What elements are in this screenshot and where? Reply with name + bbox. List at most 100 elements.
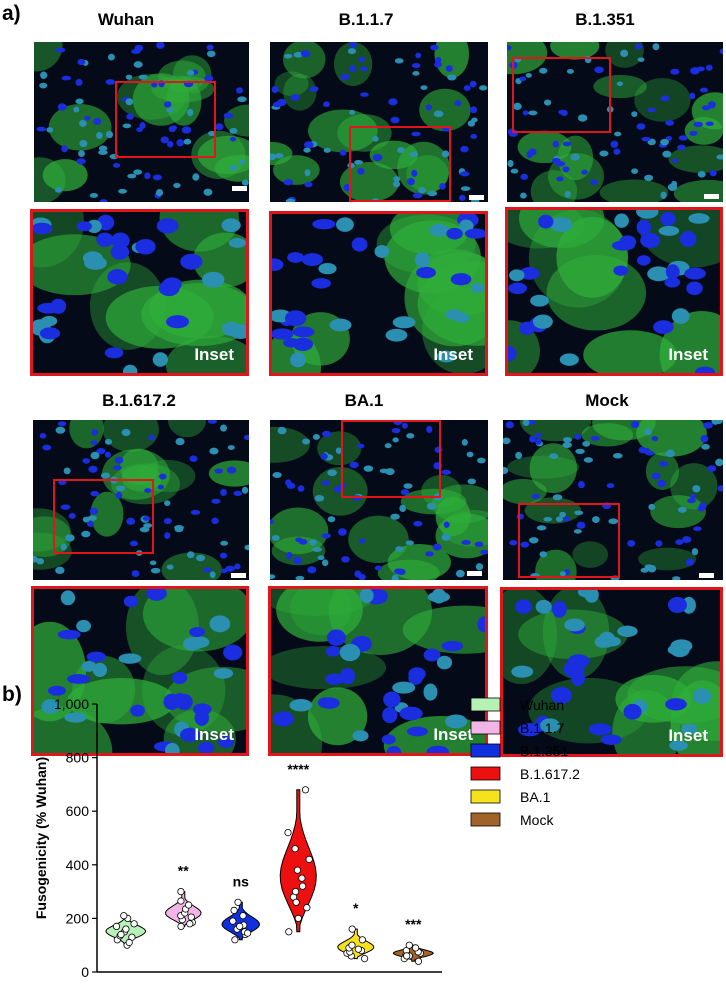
nucleus bbox=[130, 704, 145, 717]
nucleus bbox=[576, 521, 586, 529]
nucleus bbox=[644, 174, 654, 182]
nucleus bbox=[616, 81, 624, 87]
nucleus bbox=[426, 502, 437, 510]
nucleus bbox=[104, 347, 124, 359]
data-point bbox=[122, 925, 130, 933]
data-point bbox=[354, 945, 362, 953]
nucleus bbox=[243, 434, 249, 441]
nucleus bbox=[552, 600, 567, 618]
nucleus bbox=[115, 491, 123, 499]
nucleus bbox=[219, 552, 228, 559]
data-point bbox=[236, 922, 244, 930]
nucleus bbox=[50, 298, 67, 314]
nucleus bbox=[36, 126, 47, 132]
nucleus bbox=[559, 511, 566, 518]
data-point bbox=[130, 920, 138, 928]
cytoplasm-region bbox=[224, 104, 249, 137]
nucleus bbox=[272, 258, 284, 272]
nucleus bbox=[215, 123, 224, 131]
nucleus bbox=[114, 456, 124, 464]
nucleus bbox=[508, 282, 528, 295]
nucleus bbox=[559, 353, 579, 366]
cytoplasm-region bbox=[276, 589, 363, 642]
nucleus bbox=[152, 174, 162, 181]
nucleus bbox=[156, 42, 165, 49]
nucleus bbox=[360, 66, 369, 72]
nucleus bbox=[582, 440, 591, 447]
nucleus bbox=[86, 521, 95, 527]
nucleus bbox=[604, 636, 621, 647]
nucleus bbox=[573, 529, 582, 534]
nucleus bbox=[705, 64, 713, 71]
nucleus bbox=[350, 43, 357, 49]
nucleus bbox=[225, 565, 235, 572]
inset-b16172: Inset bbox=[31, 586, 249, 756]
violin-B.1.617.2 bbox=[279, 789, 317, 933]
nucleus bbox=[57, 421, 67, 427]
nucleus bbox=[272, 471, 282, 479]
cytoplasm-region bbox=[283, 73, 317, 111]
nucleus bbox=[507, 159, 514, 168]
nucleus bbox=[372, 136, 379, 142]
nucleus bbox=[162, 277, 182, 292]
nucleus bbox=[543, 516, 553, 522]
nucleus bbox=[463, 85, 471, 92]
nucleus bbox=[564, 190, 571, 198]
nucleus bbox=[220, 424, 228, 432]
data-point bbox=[234, 898, 242, 906]
roi-box bbox=[518, 503, 620, 578]
cytoplasm-region bbox=[274, 71, 309, 96]
nucleus bbox=[139, 526, 150, 533]
nucleus bbox=[213, 668, 234, 679]
inset-wuhan: Inset bbox=[30, 209, 249, 376]
nucleus bbox=[390, 116, 400, 124]
nucleus bbox=[425, 104, 432, 111]
nucleus bbox=[425, 551, 434, 557]
nucleus bbox=[293, 51, 304, 58]
nucleus bbox=[307, 566, 317, 574]
micrograph-mock bbox=[503, 420, 723, 580]
legend-label: B.1.1.7 bbox=[520, 720, 565, 736]
nucleus bbox=[679, 231, 697, 247]
nucleus bbox=[235, 87, 244, 94]
data-point bbox=[120, 912, 128, 920]
nucleus bbox=[152, 352, 168, 367]
inset-svg bbox=[271, 589, 485, 753]
nucleus bbox=[445, 65, 453, 72]
nucleus bbox=[665, 119, 675, 126]
nucleus bbox=[574, 433, 582, 440]
nucleus bbox=[393, 176, 401, 182]
nucleus bbox=[160, 136, 169, 144]
nucleus bbox=[631, 168, 639, 174]
nucleus bbox=[509, 269, 525, 282]
nucleus bbox=[681, 723, 698, 735]
nucleus bbox=[562, 436, 572, 443]
nucleus bbox=[509, 540, 518, 546]
nucleus bbox=[658, 225, 680, 236]
nucleus bbox=[388, 98, 398, 106]
cytoplasm-region bbox=[167, 420, 207, 438]
roi-box bbox=[512, 57, 611, 133]
nucleus bbox=[79, 119, 87, 128]
nucleus bbox=[241, 486, 249, 494]
nucleus bbox=[412, 192, 423, 199]
cytoplasm-region bbox=[308, 109, 378, 153]
nucleus bbox=[325, 673, 344, 685]
nucleus bbox=[39, 327, 61, 340]
nucleus bbox=[479, 85, 488, 91]
title-b1351: B.1.351 bbox=[575, 10, 635, 29]
inset-svg bbox=[34, 589, 246, 753]
nucleus bbox=[411, 62, 421, 69]
cytoplasm-region bbox=[507, 455, 580, 479]
inset-label: Inset bbox=[433, 725, 473, 744]
roi-box bbox=[115, 81, 216, 158]
nucleus bbox=[645, 450, 655, 456]
data-point bbox=[301, 786, 310, 794]
nucleus bbox=[164, 500, 171, 506]
nucleus bbox=[599, 150, 609, 157]
nucleus bbox=[138, 74, 148, 80]
nucleus bbox=[408, 667, 426, 681]
nucleus bbox=[89, 193, 99, 198]
nucleus bbox=[412, 71, 420, 76]
nucleus bbox=[40, 71, 48, 79]
